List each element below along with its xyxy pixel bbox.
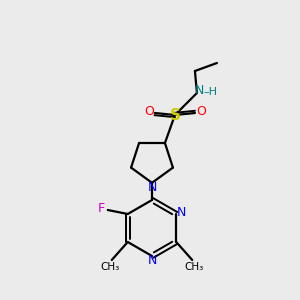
Text: F: F <box>98 202 105 215</box>
Text: CH₃: CH₃ <box>184 262 204 272</box>
Text: O: O <box>196 104 206 118</box>
Text: –H: –H <box>204 87 218 97</box>
Text: S: S <box>169 107 180 122</box>
Text: N: N <box>177 206 186 218</box>
Text: O: O <box>144 104 154 118</box>
Text: CH₃: CH₃ <box>100 262 119 272</box>
Text: N: N <box>147 254 157 268</box>
Text: N: N <box>195 83 205 97</box>
Text: N: N <box>147 181 157 194</box>
